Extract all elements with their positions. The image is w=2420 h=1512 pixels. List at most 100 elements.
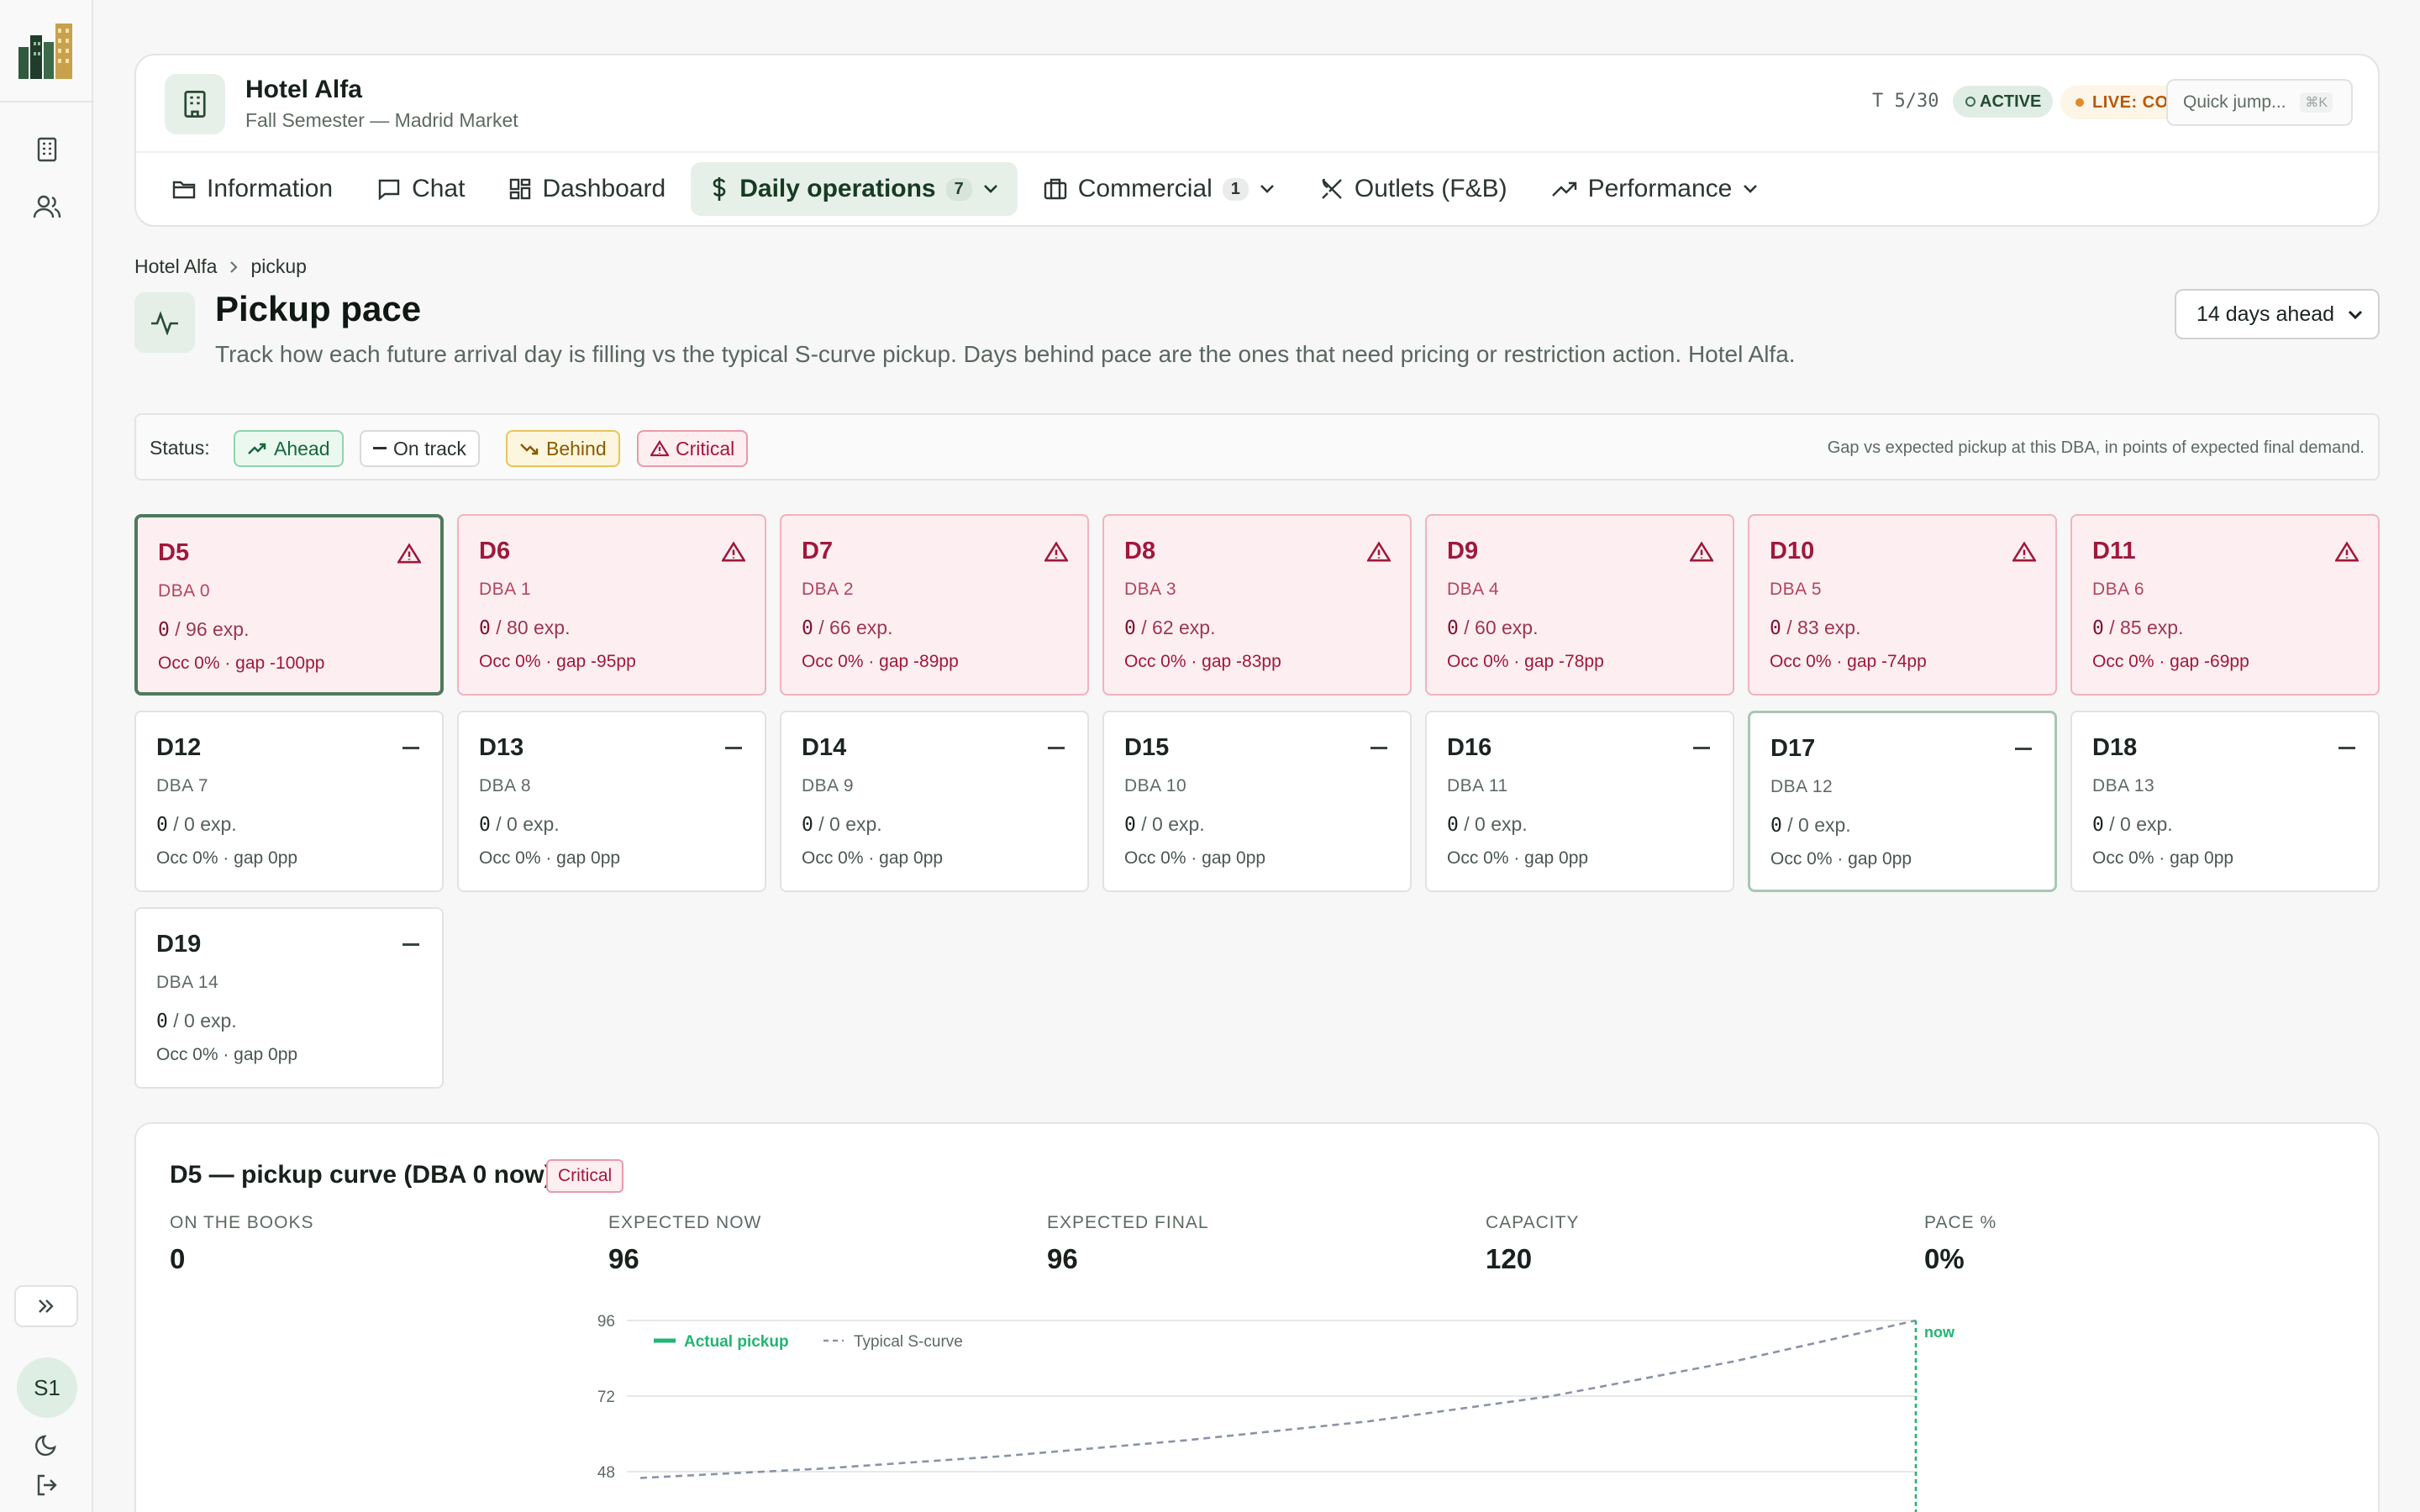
activity-icon xyxy=(134,292,195,353)
main-tabs: Information Chat Dashboard Daily operati… xyxy=(153,161,1784,217)
day-card-d7[interactable]: D7 DBA 2 0 / 66 exp. Occ 0% · gap -89pp xyxy=(780,514,1089,696)
on-books-value: 0 xyxy=(2092,617,2104,639)
day-card-d8[interactable]: D8 DBA 3 0 / 62 exp. Occ 0% · gap -83pp xyxy=(1102,514,1412,696)
tab-daily-operations[interactable]: Daily operations 7 xyxy=(691,162,1018,216)
breadcrumb-root[interactable]: Hotel Alfa xyxy=(134,255,218,277)
dba-label: DBA 7 xyxy=(156,776,209,795)
books-vs-expected: 0 / 66 exp. xyxy=(802,617,892,639)
tab-performance[interactable]: Performance xyxy=(1533,162,1778,216)
expected-value: / 66 exp. xyxy=(818,617,893,638)
live-dot-icon xyxy=(2075,98,2084,107)
users-icon[interactable] xyxy=(30,190,64,223)
trending-up-icon xyxy=(248,443,266,454)
building-icon[interactable] xyxy=(30,133,64,166)
expected-value: / 96 exp. xyxy=(175,618,250,640)
day-card-d11[interactable]: D11 DBA 6 0 / 85 exp. Occ 0% · gap -69pp xyxy=(2070,514,2380,696)
occupancy-gap: Occ 0% · gap 0pp xyxy=(1770,849,1912,869)
occupancy-gap: Occ 0% · gap 0pp xyxy=(1447,848,1589,868)
status-note: Gap vs expected pickup at this DBA, in p… xyxy=(1827,438,2365,457)
day-card-d6[interactable]: D6 DBA 1 0 / 80 exp. Occ 0% · gap -95pp xyxy=(457,514,766,696)
status-label: Status: xyxy=(150,437,210,459)
chevron-down-icon xyxy=(2348,310,2363,320)
dba-label: DBA 9 xyxy=(802,776,855,795)
day-card-d15[interactable]: D15 DBA 10 0 / 0 exp. Occ 0% · gap 0pp xyxy=(1102,711,1412,892)
range-select[interactable]: 14 days ahead xyxy=(2175,289,2380,339)
minus-icon xyxy=(398,932,424,958)
occupancy-gap: Occ 0% · gap -78pp xyxy=(1447,652,1604,671)
day-card-d18[interactable]: D18 DBA 13 0 / 0 exp. Occ 0% · gap 0pp xyxy=(2070,711,2380,892)
y-tick-label: 48 xyxy=(597,1464,615,1482)
minus-icon xyxy=(2334,736,2360,761)
legend-typical-label: Typical S-curve xyxy=(854,1333,963,1351)
folder-icon xyxy=(172,181,196,199)
turn-counter: T 5/30 xyxy=(1872,91,1939,112)
day-card-d19[interactable]: D19 DBA 14 0 / 0 exp. Occ 0% · gap 0pp xyxy=(134,907,444,1089)
day-label: D19 xyxy=(156,931,202,958)
expand-sidebar-button[interactable] xyxy=(14,1285,78,1327)
tab-chat[interactable]: Chat xyxy=(358,162,483,216)
books-vs-expected: 0 / 0 exp. xyxy=(802,813,882,836)
status-pill-behind[interactable]: Behind xyxy=(506,430,620,467)
alert-triangle-icon xyxy=(2012,539,2037,564)
kpi-pace: PACE % 0% xyxy=(1924,1213,1996,1275)
pill-label: On track xyxy=(393,437,466,459)
typical-s-curve-line xyxy=(639,1319,1917,1479)
y-tick-label: 72 xyxy=(597,1389,615,1406)
day-card-d12[interactable]: D12 DBA 7 0 / 0 exp. Occ 0% · gap 0pp xyxy=(134,711,444,892)
day-card-d10[interactable]: D10 DBA 5 0 / 83 exp. Occ 0% · gap -74pp xyxy=(1748,514,2057,696)
page-title: Pickup pace xyxy=(215,289,422,328)
kpi-expected-now: EXPECTED NOW 96 xyxy=(608,1213,761,1275)
on-books-value: 0 xyxy=(1770,617,1781,639)
on-books-value: 0 xyxy=(479,814,491,836)
minus-icon xyxy=(1366,736,1392,761)
moon-icon[interactable] xyxy=(30,1428,64,1462)
sidebar: S1 xyxy=(0,0,93,1512)
books-vs-expected: 0 / 0 exp. xyxy=(1447,813,1528,836)
expected-value: / 0 exp. xyxy=(1787,814,1851,836)
tab-label: Dashboard xyxy=(542,175,666,202)
books-vs-expected: 0 / 85 exp. xyxy=(2092,617,2183,639)
on-books-value: 0 xyxy=(156,1011,168,1032)
occupancy-gap: Occ 0% · gap 0pp xyxy=(2092,848,2234,868)
day-label: D14 xyxy=(802,734,847,761)
on-books-value: 0 xyxy=(158,619,170,641)
kpi-expected-final: EXPECTED FINAL 96 xyxy=(1047,1213,1209,1275)
tab-dashboard[interactable]: Dashboard xyxy=(490,162,684,216)
day-card-d9[interactable]: D9 DBA 4 0 / 60 exp. Occ 0% · gap -78pp xyxy=(1425,514,1734,696)
day-card-d13[interactable]: D13 DBA 8 0 / 0 exp. Occ 0% · gap 0pp xyxy=(457,711,766,892)
dba-label: DBA 8 xyxy=(479,776,532,795)
day-label: D18 xyxy=(2092,734,2138,761)
avatar[interactable]: S1 xyxy=(17,1357,77,1418)
tab-commercial[interactable]: Commercial 1 xyxy=(1024,162,1294,216)
kpi-value: 0% xyxy=(1924,1243,1965,1274)
tab-outlets[interactable]: Outlets (F&B) xyxy=(1301,162,1526,216)
tab-count-badge: 1 xyxy=(1222,177,1249,201)
books-vs-expected: 0 / 96 exp. xyxy=(158,618,249,641)
dba-label: DBA 4 xyxy=(1447,580,1500,599)
day-card-d16[interactable]: D16 DBA 11 0 / 0 exp. Occ 0% · gap 0pp xyxy=(1425,711,1734,892)
header-divider xyxy=(136,151,2378,153)
tab-information[interactable]: Information xyxy=(153,162,351,216)
status-pill-ahead[interactable]: Ahead xyxy=(234,430,344,467)
panel-title: D5 — pickup curve (DBA 0 now) xyxy=(170,1161,553,1189)
alert-triangle-icon xyxy=(1689,539,1714,564)
app-logo[interactable] xyxy=(17,20,76,81)
status-pill-on-track[interactable]: On track xyxy=(360,430,480,467)
quick-jump-input[interactable]: Quick jump... ⌘K xyxy=(2166,79,2353,126)
alert-triangle-icon xyxy=(1366,539,1392,564)
minus-icon xyxy=(398,736,424,761)
logout-icon[interactable] xyxy=(30,1468,64,1502)
day-label: D13 xyxy=(479,734,524,761)
y-tick-label: 96 xyxy=(597,1313,615,1331)
day-label: D8 xyxy=(1124,538,1156,564)
day-card-d14[interactable]: D14 DBA 9 0 / 0 exp. Occ 0% · gap 0pp xyxy=(780,711,1089,892)
kpi-value: 96 xyxy=(608,1243,639,1274)
books-vs-expected: 0 / 0 exp. xyxy=(156,1010,237,1032)
day-card-d17[interactable]: D17 DBA 12 0 / 0 exp. Occ 0% · gap 0pp xyxy=(1748,711,2057,892)
expected-value: / 0 exp. xyxy=(2109,813,2173,835)
alert-triangle-icon xyxy=(2334,539,2360,564)
kpi-value: 120 xyxy=(1486,1243,1533,1274)
status-pill-critical[interactable]: Critical xyxy=(637,430,749,467)
books-vs-expected: 0 / 0 exp. xyxy=(479,813,560,836)
day-card-d5[interactable]: D5 DBA 0 0 / 96 exp. Occ 0% · gap -100pp xyxy=(134,514,444,696)
